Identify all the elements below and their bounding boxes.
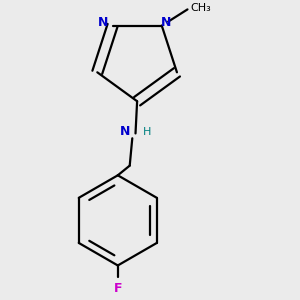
Text: N: N <box>120 125 130 138</box>
Text: CH₃: CH₃ <box>191 3 212 13</box>
Text: N: N <box>98 16 108 29</box>
Text: N: N <box>161 16 172 29</box>
Text: F: F <box>113 282 122 295</box>
Text: H: H <box>142 127 151 137</box>
